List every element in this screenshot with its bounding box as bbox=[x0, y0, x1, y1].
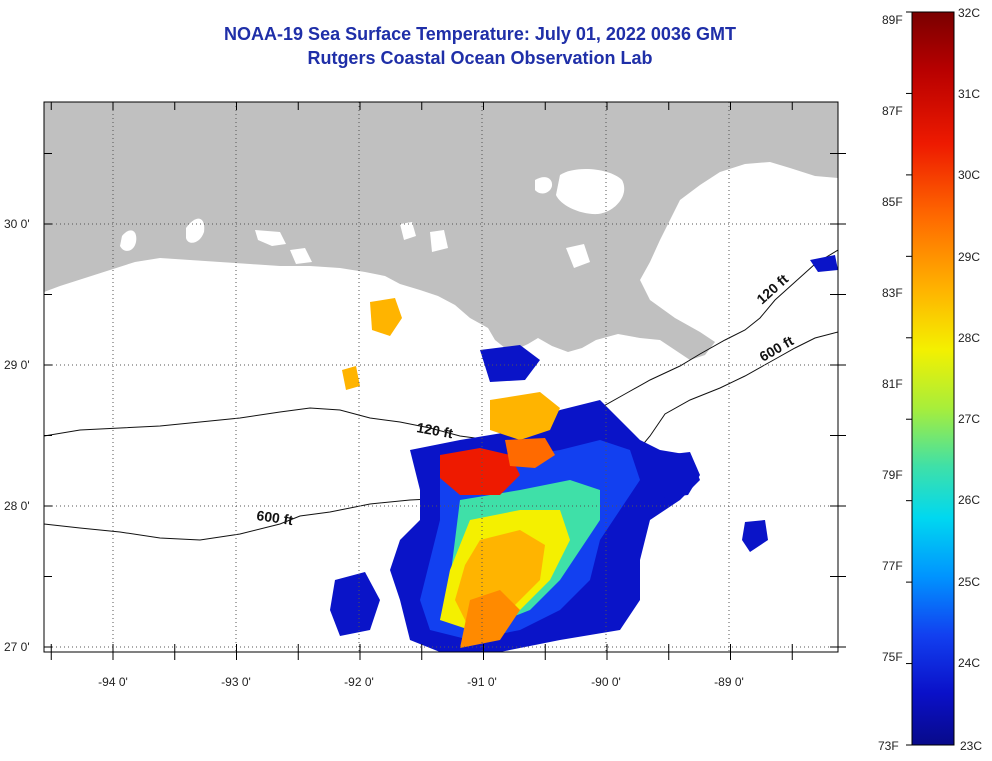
cb-c-24: 24C bbox=[958, 656, 980, 670]
cb-f-87: 87F bbox=[882, 104, 903, 118]
delta-marsh bbox=[679, 204, 736, 272]
lon-label-90: -90 0' bbox=[591, 675, 621, 689]
cb-c-25: 25C bbox=[958, 575, 980, 589]
lake-2 bbox=[430, 230, 448, 252]
lake-sabine bbox=[120, 230, 137, 251]
lon-label-91: -91 0' bbox=[467, 675, 497, 689]
colorbar-ticks bbox=[906, 11, 912, 746]
lon-label-89: -89 0' bbox=[714, 675, 744, 689]
cb-f-77: 77F bbox=[882, 559, 903, 573]
cb-f-73: 73F bbox=[878, 739, 899, 753]
lon-label-92: -92 0' bbox=[344, 675, 374, 689]
lat-label-27: 27 0' bbox=[4, 640, 30, 654]
lat-label-28: 28 0' bbox=[4, 499, 30, 513]
cb-c-30: 30C bbox=[958, 168, 980, 182]
cb-f-79: 79F bbox=[882, 468, 903, 482]
lon-label-94: -94 0' bbox=[98, 675, 128, 689]
lake-pontchartrain bbox=[556, 168, 625, 215]
cb-f-75: 75F bbox=[882, 650, 903, 664]
grid-lines bbox=[44, 102, 838, 652]
lake-white bbox=[290, 248, 312, 264]
map-frame bbox=[43, 101, 839, 653]
map-title: NOAA-19 Sea Surface Temperature: July 01… bbox=[224, 24, 736, 44]
cb-f-89: 89F bbox=[882, 13, 903, 27]
map-subtitle: Rutgers Coastal Ocean Observation Lab bbox=[307, 48, 653, 68]
lake-1 bbox=[400, 222, 416, 240]
lake-calcasieu bbox=[186, 218, 205, 243]
map-area: 120 ft 600 ft 120 ft 600 ft bbox=[44, 102, 838, 652]
lake-grand bbox=[255, 230, 286, 246]
sst-data bbox=[330, 255, 838, 652]
cb-c-29: 29C bbox=[958, 250, 980, 264]
cb-c-31: 31C bbox=[958, 87, 980, 101]
lake-maurepas bbox=[535, 177, 553, 194]
cb-c-26: 26C bbox=[958, 493, 980, 507]
lat-label-30: 30 0' bbox=[4, 217, 30, 231]
lon-label-93: -93 0' bbox=[221, 675, 251, 689]
cb-c-23: 23C bbox=[960, 739, 982, 753]
cb-f-83: 83F bbox=[882, 286, 903, 300]
cb-f-81: 81F bbox=[882, 377, 903, 391]
cb-c-28: 28C bbox=[958, 331, 980, 345]
isobath-label-600ft-west: 600 ft bbox=[256, 507, 295, 528]
cb-c-32: 32C bbox=[958, 6, 980, 20]
delta-east-water bbox=[735, 231, 838, 320]
isobath-label-120ft-central: 120 ft bbox=[415, 419, 454, 441]
cb-f-85: 85F bbox=[882, 195, 903, 209]
colorbar bbox=[911, 11, 955, 746]
cb-c-27: 27C bbox=[958, 412, 980, 426]
lake-3 bbox=[566, 244, 590, 268]
lat-label-29: 29 0' bbox=[4, 358, 30, 372]
axis-ticks bbox=[44, 102, 846, 660]
